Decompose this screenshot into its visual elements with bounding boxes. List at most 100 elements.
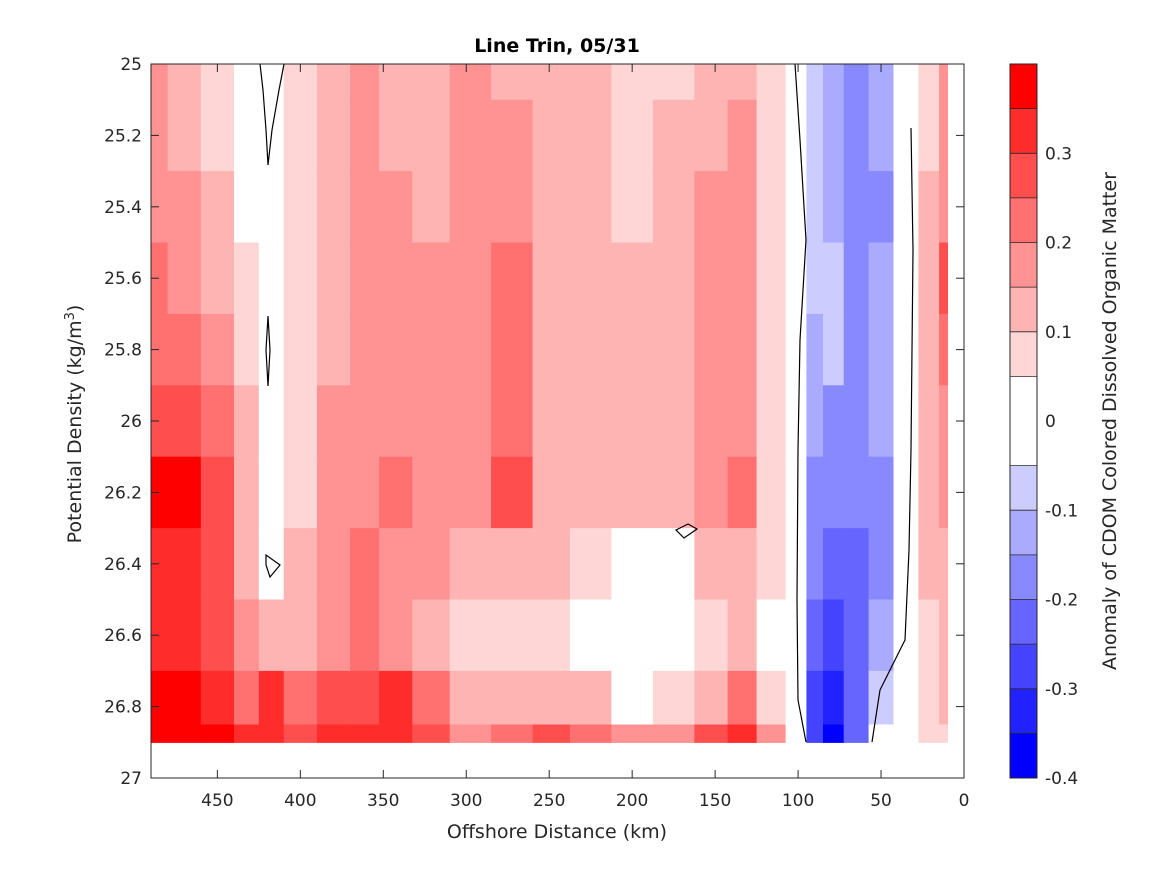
heatmap-cell — [611, 670, 654, 725]
heatmap-cell — [918, 670, 940, 725]
x-tick-label: 200 — [616, 791, 648, 811]
heatmap-cell — [258, 456, 285, 529]
heatmap-cell — [412, 242, 451, 315]
heatmap-cell — [316, 724, 351, 743]
heatmap-cell — [283, 313, 318, 386]
heatmap-cell — [843, 171, 870, 244]
heatmap-cell — [350, 171, 380, 244]
heatmap-cell — [379, 313, 413, 386]
heatmap-cell — [868, 724, 895, 743]
heatmap-cell — [412, 171, 451, 244]
colorbar-tick-label: -0.2 — [1045, 591, 1078, 611]
heatmap-cell — [727, 171, 758, 244]
y-tick-label: 27 — [120, 769, 142, 789]
heatmap-cell — [200, 99, 235, 172]
heatmap-cell — [756, 313, 787, 386]
y-axis-label-main: Potential Density (kg/m — [64, 320, 86, 543]
heatmap-cell — [918, 528, 940, 601]
y-axis-label: Potential Density (kg/m3) — [63, 305, 86, 544]
x-axis-ticks: 450 400 350 300 250 200 150 100 50 0 — [201, 64, 969, 811]
heatmap-cell — [449, 599, 492, 672]
heatmap-cell — [167, 528, 202, 601]
heatmap-cell — [350, 456, 380, 529]
heatmap-cell — [806, 64, 824, 101]
heatmap-cell — [611, 385, 654, 458]
heatmap-cell — [611, 313, 654, 386]
heatmap-cell — [350, 670, 380, 725]
heatmap-cell — [350, 313, 380, 386]
heatmap-cell — [412, 456, 451, 529]
heatmap-cell — [234, 385, 260, 458]
heatmap-cell — [727, 670, 758, 725]
heatmap-cell — [449, 385, 492, 458]
heatmap-cell — [234, 242, 260, 315]
heatmap-cell — [258, 670, 285, 725]
heatmap-cell — [806, 724, 824, 743]
colorbar-band — [1010, 554, 1037, 600]
heatmap-cell — [532, 171, 571, 244]
heatmap-cell — [569, 670, 612, 725]
heatmap-cell — [569, 99, 612, 172]
heatmap-cell — [918, 242, 940, 315]
zero-contour-line — [871, 127, 914, 743]
heatmap-cell — [868, 670, 895, 725]
heatmap-cell — [569, 528, 612, 601]
heatmap-cell — [843, 528, 870, 601]
heatmap-cell — [843, 724, 870, 743]
heatmap-cell — [868, 313, 895, 386]
x-tick-label: 0 — [959, 791, 970, 811]
heatmap-cell — [843, 385, 870, 458]
heatmap-cell — [316, 385, 351, 458]
heatmap-cell — [843, 456, 870, 529]
heatmap-cell — [611, 599, 654, 672]
heatmap-cell — [200, 724, 235, 743]
heatmap-cell — [806, 528, 824, 601]
heatmap-cell — [868, 242, 895, 315]
heatmap-cell — [868, 99, 895, 172]
heatmap-cell — [532, 599, 571, 672]
heatmap-cell — [569, 313, 612, 386]
y-tick-label: 25.8 — [104, 341, 142, 361]
heatmap-cell — [652, 456, 695, 529]
heatmap-cell — [350, 242, 380, 315]
heatmap-cell — [491, 385, 534, 458]
heatmap-cell — [727, 242, 758, 315]
heatmap-cell — [806, 670, 824, 725]
heatmap-cell — [823, 171, 845, 244]
heatmap-cell — [532, 313, 571, 386]
heatmap-cell — [939, 724, 948, 743]
x-tick-label: 450 — [201, 791, 233, 811]
heatmap-cell — [939, 99, 948, 172]
heatmap-cell — [234, 64, 260, 101]
heatmap-cell — [727, 99, 758, 172]
colorbar-label: Anomaly of CDOM Colored Dissolved Organi… — [1099, 172, 1121, 670]
heatmap-cell — [412, 670, 451, 725]
heatmap-cell — [412, 599, 451, 672]
heatmap-cell — [843, 99, 870, 172]
heatmap-cell — [611, 456, 654, 529]
heatmap-cell — [823, 670, 845, 725]
colorbar-band — [1010, 644, 1037, 689]
heatmap-cell — [893, 385, 919, 458]
heatmap-cell — [694, 670, 729, 725]
heatmap-cell — [258, 242, 285, 315]
heatmap-cell — [350, 599, 380, 672]
heatmap-cell — [756, 670, 787, 725]
heatmap-cell — [756, 171, 787, 244]
colorbar-band — [1010, 108, 1037, 154]
x-tick-label: 300 — [450, 791, 482, 811]
heatmap-cell — [283, 99, 318, 172]
heatmap-cell — [167, 64, 202, 101]
heatmap-cell — [893, 64, 919, 101]
heatmap-cell — [727, 528, 758, 601]
heatmap-cell — [823, 99, 845, 172]
heatmap-cell — [316, 64, 351, 101]
heatmap-cell — [868, 385, 895, 458]
heatmap-cell — [806, 99, 824, 172]
heatmap-cell — [727, 456, 758, 529]
heatmap-cell — [167, 670, 202, 725]
colorbar-band — [1010, 599, 1037, 645]
colorbar-tick-label: -0.3 — [1045, 680, 1078, 700]
heatmap-cell — [379, 670, 413, 725]
heatmap-cell — [652, 171, 695, 244]
